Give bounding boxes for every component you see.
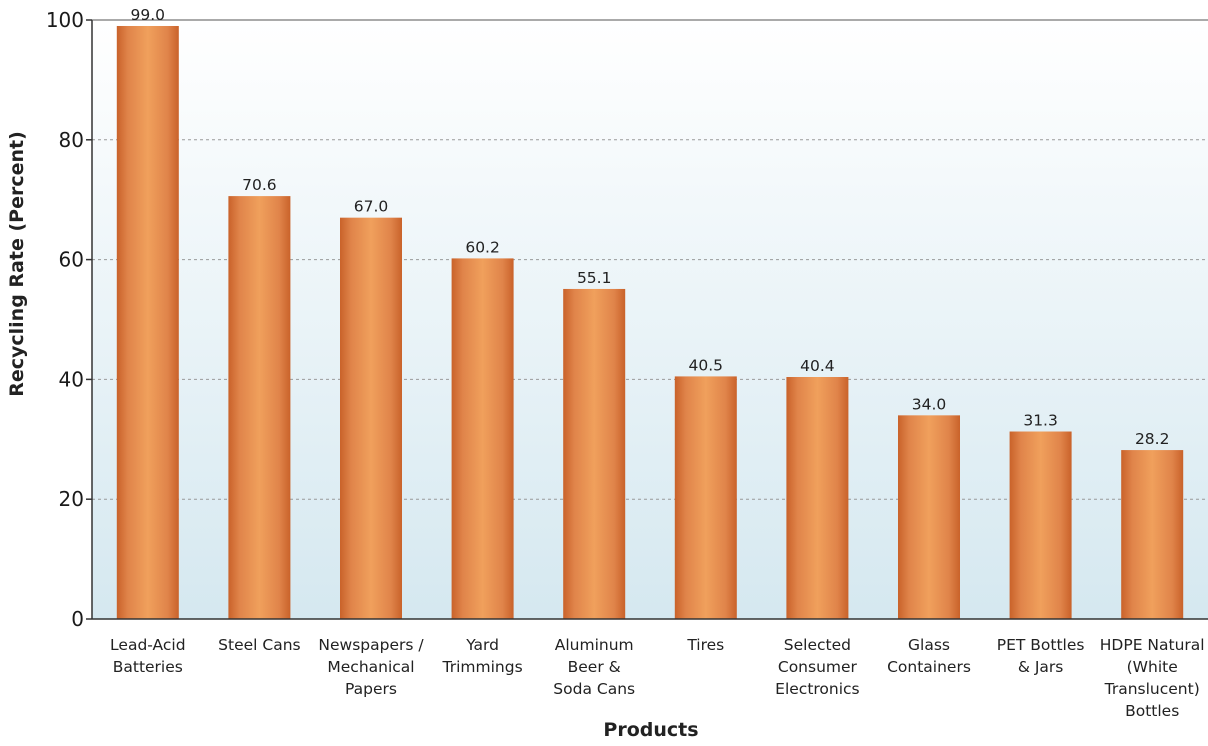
category-label: Selected Consumer Electronics xyxy=(775,636,859,698)
bar xyxy=(116,25,179,620)
bar xyxy=(228,196,291,619)
category-label: Aluminum Beer & Soda Cans xyxy=(553,636,635,698)
value-label: 31.3 xyxy=(1023,412,1058,430)
y-axis-title: Recycling Rate (Percent) xyxy=(6,131,28,397)
y-tick-label: 40 xyxy=(59,367,84,391)
value-label: 70.6 xyxy=(242,176,277,194)
bar xyxy=(340,217,402,620)
category-label: Newspapers / Mechanical Papers xyxy=(318,636,424,698)
category-label: Tires xyxy=(686,636,724,654)
y-tick-label: 80 xyxy=(59,128,84,152)
bar xyxy=(898,415,960,619)
value-label: 67.0 xyxy=(354,198,389,216)
value-label: 99.0 xyxy=(131,6,166,24)
value-label: 60.2 xyxy=(465,238,500,256)
y-tick-label: 100 xyxy=(46,8,84,32)
category-label: Glass Containers xyxy=(887,636,971,676)
category-label: Yard Trimmings xyxy=(442,636,523,676)
y-tick-label: 60 xyxy=(59,248,84,272)
bar xyxy=(563,288,626,619)
bar xyxy=(1121,450,1184,619)
y-tick-label: 0 xyxy=(71,607,84,631)
value-label: 40.4 xyxy=(800,357,835,375)
value-label: 40.5 xyxy=(689,356,724,374)
x-axis-title: Products xyxy=(603,719,698,741)
bar xyxy=(786,377,849,619)
category-label: PET Bottles & Jars xyxy=(997,636,1085,676)
bar xyxy=(674,376,737,619)
y-tick-label: 20 xyxy=(59,487,84,511)
category-label: Steel Cans xyxy=(218,636,300,654)
bar xyxy=(451,258,514,619)
value-label: 55.1 xyxy=(577,269,612,287)
category-label: Lead-Acid Batteries xyxy=(110,636,186,676)
category-label: HDPE Natural (White Translucent) Bottles xyxy=(1100,636,1205,720)
value-label: 34.0 xyxy=(912,395,947,413)
bar xyxy=(1009,431,1072,619)
value-label: 28.2 xyxy=(1135,430,1170,448)
